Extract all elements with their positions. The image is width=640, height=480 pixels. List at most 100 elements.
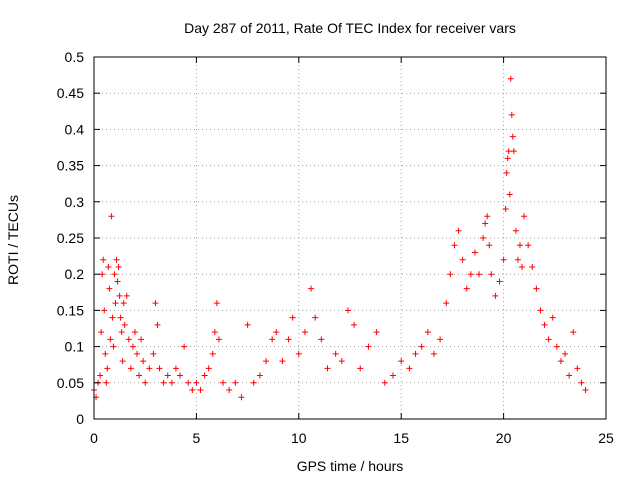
data-point bbox=[119, 358, 126, 365]
data-point bbox=[537, 307, 544, 314]
data-point bbox=[160, 379, 167, 386]
data-point bbox=[172, 365, 179, 372]
data-point bbox=[324, 365, 331, 372]
data-point bbox=[562, 350, 569, 357]
data-point bbox=[97, 372, 104, 379]
data-point bbox=[566, 372, 573, 379]
data-point bbox=[103, 379, 110, 386]
data-point bbox=[506, 191, 513, 198]
y-tick-label: 0.4 bbox=[65, 121, 85, 137]
y-tick-label: 0 bbox=[76, 411, 84, 427]
data-point bbox=[115, 263, 122, 270]
data-point bbox=[244, 321, 251, 328]
data-point bbox=[471, 249, 478, 256]
data-point bbox=[118, 329, 125, 336]
data-point bbox=[205, 365, 212, 372]
data-point bbox=[112, 300, 119, 307]
data-point bbox=[502, 206, 509, 213]
data-point bbox=[351, 321, 358, 328]
y-tick-label: 0.05 bbox=[57, 375, 84, 391]
y-tick-label: 0.5 bbox=[65, 49, 85, 65]
data-point bbox=[215, 336, 222, 343]
data-point bbox=[211, 329, 218, 336]
data-point bbox=[120, 300, 127, 307]
data-point bbox=[509, 133, 516, 140]
grid-lines bbox=[94, 57, 606, 419]
data-point bbox=[412, 350, 419, 357]
y-tick-label: 0.3 bbox=[65, 194, 85, 210]
data-point bbox=[273, 329, 280, 336]
x-tick-label: 5 bbox=[193, 430, 201, 446]
data-point bbox=[381, 379, 388, 386]
data-point bbox=[578, 379, 585, 386]
x-tick-label: 25 bbox=[598, 430, 614, 446]
data-point bbox=[482, 220, 489, 227]
data-point bbox=[510, 148, 517, 155]
data-point bbox=[104, 365, 111, 372]
data-point bbox=[424, 329, 431, 336]
data-point bbox=[492, 292, 499, 299]
data-point bbox=[285, 336, 292, 343]
data-point bbox=[142, 379, 149, 386]
data-point bbox=[134, 350, 141, 357]
data-point bbox=[121, 321, 128, 328]
data-point bbox=[279, 358, 286, 365]
data-point bbox=[338, 358, 345, 365]
data-point bbox=[146, 365, 153, 372]
data-point bbox=[177, 372, 184, 379]
data-point bbox=[406, 365, 413, 372]
data-point bbox=[301, 329, 308, 336]
data-point bbox=[140, 358, 147, 365]
data-point bbox=[553, 343, 560, 350]
data-point bbox=[98, 329, 105, 336]
data-point bbox=[570, 329, 577, 336]
data-point bbox=[357, 365, 364, 372]
x-tick-label: 20 bbox=[496, 430, 512, 446]
data-point bbox=[344, 307, 351, 314]
data-point bbox=[156, 365, 163, 372]
x-tick-label: 15 bbox=[393, 430, 409, 446]
data-point bbox=[507, 75, 514, 82]
data-point bbox=[102, 350, 109, 357]
y-tick-label: 0.1 bbox=[65, 339, 85, 355]
data-point bbox=[256, 372, 263, 379]
data-point bbox=[480, 235, 487, 241]
data-point bbox=[114, 278, 121, 285]
data-point bbox=[193, 379, 200, 386]
y-tick-label: 0.25 bbox=[57, 230, 84, 246]
data-point bbox=[476, 271, 483, 278]
data-point bbox=[541, 321, 548, 328]
data-point bbox=[189, 387, 196, 394]
data-point bbox=[488, 271, 495, 278]
data-point bbox=[127, 365, 134, 372]
data-point bbox=[100, 256, 107, 263]
data-point bbox=[209, 350, 216, 357]
data-point bbox=[123, 292, 130, 299]
data-point bbox=[101, 307, 108, 314]
data-point bbox=[117, 314, 124, 321]
data-point bbox=[263, 358, 270, 365]
data-point bbox=[504, 155, 511, 162]
data-point bbox=[226, 387, 233, 394]
data-point bbox=[486, 242, 493, 249]
axis-ticks: 0 5 10 15 20 25 0 0.05 0.1 0.15 0.2 0.25 0.3 0.35 0.4 0… bbox=[57, 49, 614, 446]
data-point bbox=[437, 336, 444, 343]
data-point bbox=[519, 263, 526, 270]
data-point bbox=[289, 314, 296, 321]
y-tick-label: 0.15 bbox=[57, 302, 84, 318]
data-point bbox=[308, 285, 315, 292]
data-point bbox=[512, 227, 519, 234]
data-point bbox=[516, 242, 523, 249]
data-point bbox=[111, 271, 118, 278]
data-point bbox=[131, 329, 138, 336]
data-point bbox=[181, 343, 188, 350]
data-point bbox=[443, 300, 450, 307]
data-point bbox=[521, 213, 528, 220]
data-point bbox=[106, 285, 113, 292]
data-point bbox=[116, 292, 123, 299]
data-point bbox=[508, 111, 515, 118]
data-point bbox=[496, 278, 503, 285]
x-tick-label: 0 bbox=[90, 430, 98, 446]
data-point bbox=[418, 343, 425, 350]
data-point bbox=[557, 358, 564, 365]
